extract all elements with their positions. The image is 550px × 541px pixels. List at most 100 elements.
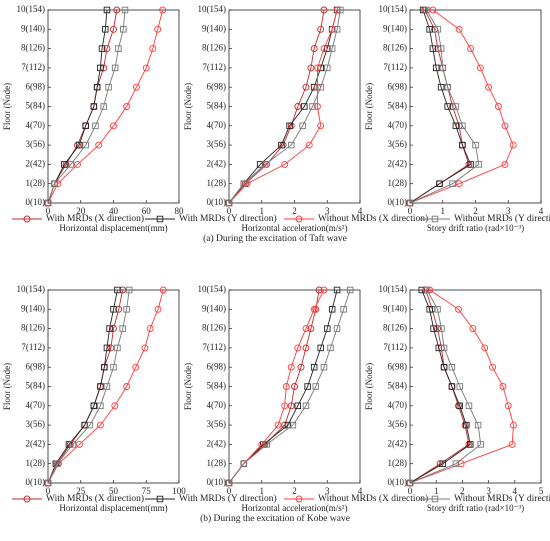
series-line: With MRDs (Y direction) bbox=[228, 289, 338, 484]
data-point bbox=[328, 45, 336, 52]
data-point bbox=[110, 363, 117, 371]
data-point bbox=[115, 45, 122, 52]
data-point bbox=[509, 141, 517, 149]
data-point bbox=[340, 306, 347, 313]
data-point bbox=[256, 161, 264, 168]
data-point bbox=[103, 383, 111, 390]
data-point bbox=[281, 402, 289, 410]
x-tick-label: 2 bbox=[292, 486, 297, 496]
data-point bbox=[261, 161, 269, 168]
data-point bbox=[286, 122, 293, 130]
data-point bbox=[472, 141, 479, 149]
series-line: Without MRDs (X direction) bbox=[47, 9, 164, 204]
data-point bbox=[90, 402, 98, 410]
data-point bbox=[120, 26, 127, 33]
data-point bbox=[291, 383, 298, 390]
data-point bbox=[463, 421, 470, 429]
data-point bbox=[287, 363, 295, 371]
data-point bbox=[110, 325, 117, 333]
series-line: Without MRDs (X direction) bbox=[47, 289, 164, 484]
data-point bbox=[115, 305, 123, 313]
series-line: Without MRDs (Y direction) bbox=[47, 289, 130, 484]
series-line: Without MRDs (X direction) bbox=[409, 289, 514, 484]
data-point bbox=[142, 64, 150, 72]
y-tick-label: 5(84) bbox=[207, 381, 227, 391]
y-tick-label: 1(28) bbox=[26, 178, 46, 188]
data-point bbox=[449, 180, 456, 187]
y-tick-label: 9(140) bbox=[383, 23, 407, 33]
plot-frame bbox=[409, 9, 542, 204]
series-line: With MRDs (X direction) bbox=[409, 9, 470, 204]
data-point bbox=[86, 421, 94, 429]
y-tick-label: 9(140) bbox=[21, 303, 45, 313]
y-tick-label: 4(70) bbox=[26, 400, 46, 410]
data-point bbox=[510, 421, 517, 429]
data-point bbox=[467, 161, 474, 168]
data-point bbox=[320, 363, 328, 371]
y-tick-label: 1(28) bbox=[26, 458, 46, 468]
y-tick-label: 4(70) bbox=[388, 120, 408, 130]
series-line: With MRDs (X direction) bbox=[228, 289, 320, 484]
data-point bbox=[438, 325, 445, 332]
data-point bbox=[294, 402, 302, 410]
y-tick-label: 0(10) bbox=[388, 477, 408, 487]
y-tick-label: 5(84) bbox=[388, 381, 408, 391]
data-point bbox=[423, 286, 431, 294]
data-point bbox=[426, 306, 433, 313]
x-axis-label: Horizontal acceleration(m/s²) bbox=[242, 223, 348, 233]
y-tick-label: 7(112) bbox=[383, 342, 407, 352]
y-tick-label: 4(70) bbox=[207, 120, 227, 130]
data-point bbox=[465, 402, 473, 410]
data-point bbox=[69, 441, 77, 448]
data-point bbox=[437, 45, 445, 52]
x-tick-label: 0 bbox=[46, 486, 51, 496]
y-tick-label: 6(98) bbox=[388, 361, 408, 371]
y-axis-label: Floor (Node) bbox=[183, 363, 193, 410]
series-line: With MRDs (Y direction) bbox=[409, 9, 472, 204]
data-point bbox=[287, 141, 295, 149]
data-point bbox=[111, 402, 119, 410]
data-point bbox=[149, 45, 157, 53]
data-point bbox=[111, 64, 119, 72]
data-point bbox=[448, 383, 456, 390]
legend-label: With MRDs (X direction) bbox=[46, 213, 144, 224]
y-tick-label: 10(154) bbox=[17, 284, 46, 294]
data-point bbox=[105, 83, 112, 91]
data-point bbox=[110, 25, 117, 33]
data-point bbox=[278, 141, 285, 149]
data-point bbox=[93, 83, 101, 91]
data-point bbox=[448, 363, 456, 371]
series-line: Without MRDs (Y direction) bbox=[228, 9, 341, 204]
y-tick-label: 3(56) bbox=[26, 419, 46, 429]
x-tick-label: 2 bbox=[292, 206, 297, 216]
data-point bbox=[282, 383, 290, 390]
data-point bbox=[287, 402, 295, 410]
data-point bbox=[97, 402, 104, 410]
y-tick-label: 5(84) bbox=[207, 101, 227, 111]
y-tick-label: 4(70) bbox=[26, 120, 46, 130]
data-point bbox=[302, 325, 310, 333]
legend-label: Without MRDs (X direction) bbox=[318, 493, 428, 504]
series-line: Without MRDs (X direction) bbox=[228, 289, 325, 484]
data-point bbox=[455, 180, 463, 188]
data-point bbox=[102, 26, 109, 33]
data-point bbox=[103, 344, 111, 352]
y-tick-label: 2(42) bbox=[207, 158, 227, 168]
y-tick-label: 0(10) bbox=[207, 197, 227, 207]
series-line: With MRDs (Y direction) bbox=[409, 289, 471, 484]
data-point bbox=[123, 383, 131, 390]
y-tick-label: 0(10) bbox=[207, 477, 227, 487]
data-point bbox=[406, 199, 414, 207]
data-point bbox=[452, 460, 460, 467]
series-line: Without MRDs (X direction) bbox=[409, 9, 514, 204]
data-point bbox=[289, 421, 297, 429]
data-point bbox=[440, 344, 448, 352]
data-point bbox=[499, 383, 507, 390]
data-point bbox=[452, 103, 460, 110]
series-line: Without MRDs (Y direction) bbox=[409, 9, 480, 204]
y-axis-label: Floor (Node) bbox=[364, 363, 374, 410]
data-point bbox=[302, 83, 310, 91]
data-point bbox=[240, 460, 247, 467]
data-point bbox=[95, 141, 103, 149]
data-point bbox=[103, 45, 111, 53]
